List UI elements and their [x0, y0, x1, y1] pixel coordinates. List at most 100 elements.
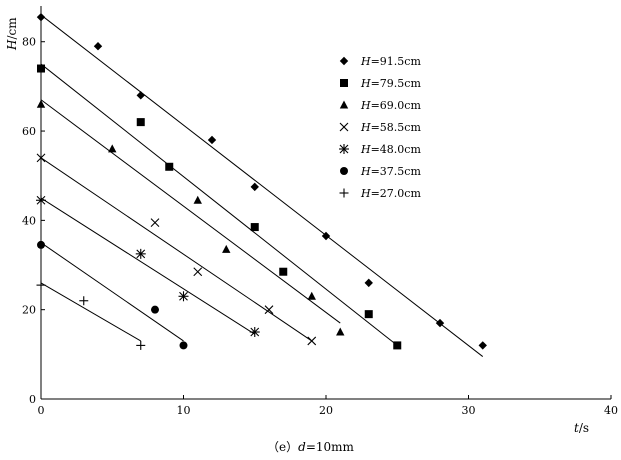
data-point-h375 [179, 341, 188, 350]
data-point-h690 [222, 244, 231, 253]
legend-marker-h585 [339, 122, 349, 132]
marker-stroke [36, 153, 46, 163]
legend-value: =79.5cm [371, 77, 422, 90]
legend-variable: H [360, 143, 371, 156]
data-point-h915 [250, 182, 259, 192]
y-tick-label: 60 [22, 125, 36, 138]
caption-prefix: （e） [267, 440, 299, 454]
legend-label-h480: H=48.0cm [360, 143, 421, 156]
data-point-h915 [207, 135, 217, 145]
legend-variable: H [360, 99, 371, 112]
y-tick-label: 0 [29, 393, 36, 406]
legend-marker-h480 [339, 144, 349, 154]
data-point-h915 [321, 231, 331, 241]
figure-caption: （e）d=10mm [0, 438, 621, 455]
data-point-h585 [150, 218, 160, 227]
caption-variable: d [298, 440, 306, 454]
x-axis-label: t/s [574, 421, 589, 435]
fit-line-h795 [40, 63, 398, 346]
legend-label-h795: H=79.5cm [360, 77, 421, 90]
marker-stroke [307, 336, 317, 346]
x-axis-variable: t [574, 421, 579, 435]
data-point-h375 [151, 305, 159, 314]
fit-line-h690 [40, 99, 341, 324]
data-point-h690 [193, 195, 202, 204]
data-point-h270 [136, 340, 146, 350]
y-tick-label: 80 [22, 36, 36, 49]
legend-label-h375: H=37.5cm [360, 165, 421, 178]
legend-variable: H [360, 121, 371, 134]
marker-stroke [193, 267, 203, 277]
fit-line-h585 [40, 157, 313, 342]
data-point-h915 [36, 12, 46, 22]
data-point-h585 [264, 305, 274, 315]
legend-marker-h270 [339, 188, 349, 198]
legend-variable: H [360, 165, 371, 178]
y-tick-label: 40 [22, 214, 36, 227]
legend-marker-h915 [339, 56, 349, 66]
legend-value: =27.0cm [371, 187, 422, 200]
x-tick-label: 40 [604, 404, 618, 417]
x-tick-label: 0 [38, 404, 45, 417]
y-tick-label: 20 [22, 304, 36, 317]
data-point-h795 [364, 310, 373, 319]
data-point-h915 [435, 318, 445, 328]
data-point-h585 [36, 153, 46, 163]
data-point-h375 [37, 240, 45, 249]
data-point-h480 [178, 291, 189, 302]
legend: H=91.5cmH=79.5cmH=69.0cmH=58.5cmH=48.0cm… [339, 55, 421, 200]
fit-lines [40, 14, 484, 357]
caption-value: =10mm [305, 440, 354, 454]
legend-marker-h795 [340, 79, 348, 87]
marker-stroke [339, 122, 349, 132]
marker-stroke [150, 218, 160, 227]
marker-stroke [264, 305, 274, 315]
legend-label-h585: H=58.5cm [360, 121, 421, 134]
legend-variable: H [360, 187, 371, 200]
legend-value: =91.5cm [371, 55, 422, 68]
data-point-h690 [336, 327, 345, 336]
fit-line-h480 [40, 197, 256, 335]
data-point-h690 [108, 144, 117, 153]
data-point-h795 [279, 267, 288, 276]
legend-label-h270: H=27.0cm [360, 187, 421, 200]
data-point-h915 [364, 278, 373, 288]
legend-value: =58.5cm [371, 121, 422, 134]
data-point-h795 [136, 118, 145, 127]
x-tick-label: 20 [319, 404, 333, 417]
data-point-h270 [36, 280, 46, 290]
data-point-h480 [135, 248, 146, 259]
axes: 0 10 20 30 40 0 20 40 60 80 t/s H/cm [5, 6, 618, 435]
legend-label-h690: H=69.0cm [360, 99, 421, 112]
legend-value: =48.0cm [371, 143, 422, 156]
y-axis-label: H/cm [5, 17, 19, 51]
legend-value: =37.5cm [371, 165, 422, 178]
data-point-h795 [393, 341, 402, 350]
x-axis-unit: /s [579, 421, 589, 435]
data-point-h690 [307, 291, 316, 300]
data-point-h915 [478, 341, 487, 350]
data-point-h915 [136, 91, 145, 100]
data-point-h270 [79, 296, 89, 306]
data-markers [36, 12, 487, 350]
data-point-h795 [37, 64, 45, 73]
legend-variable: H [360, 77, 371, 90]
fit-line-h915 [40, 14, 484, 357]
y-axis-variable: H [5, 39, 19, 51]
legend-value: =69.0cm [371, 99, 422, 112]
data-point-h795 [165, 162, 174, 171]
legend-marker-h375 [340, 167, 348, 175]
data-point-h915 [93, 41, 103, 51]
data-point-h690 [36, 99, 46, 108]
data-point-h480 [249, 327, 260, 338]
data-point-h795 [250, 223, 259, 232]
x-tick-label: 10 [177, 404, 191, 417]
data-point-h585 [307, 336, 317, 346]
data-point-h480 [36, 195, 46, 206]
fit-line-h375 [40, 242, 184, 342]
y-axis-unit: /cm [5, 17, 19, 40]
legend-marker-h690 [339, 100, 349, 109]
x-tick-label: 30 [462, 404, 476, 417]
legend-label-h915: H=91.5cm [360, 55, 421, 68]
